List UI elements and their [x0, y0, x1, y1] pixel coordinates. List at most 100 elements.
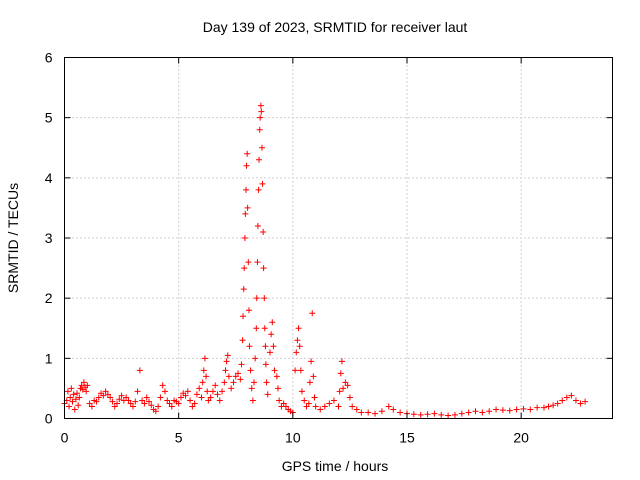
data-point: [201, 355, 208, 362]
y-axis-label: SRMTID / TECUs: [5, 183, 21, 293]
data-point: [83, 388, 90, 395]
data-point: [139, 397, 146, 404]
data-point: [293, 349, 300, 356]
data-point: [251, 379, 258, 386]
plot-frame: [64, 57, 613, 419]
data-point: [143, 394, 150, 401]
data-point: [527, 406, 534, 413]
data-point: [247, 367, 254, 374]
data-point: [100, 392, 107, 399]
y-tick-label: 4: [45, 170, 53, 186]
data-point: [111, 403, 118, 410]
data-point: [109, 398, 116, 405]
data-point: [301, 397, 308, 404]
x-tick-label: 15: [399, 430, 415, 446]
data-point: [182, 392, 189, 399]
data-point: [134, 388, 141, 395]
y-tick-label: 0: [45, 411, 53, 427]
data-point: [499, 407, 506, 414]
data-point: [254, 222, 261, 229]
data-point: [238, 361, 245, 368]
data-point: [237, 376, 244, 383]
data-point: [244, 150, 251, 157]
data-point: [80, 379, 87, 386]
data-point: [431, 410, 438, 417]
data-point: [152, 408, 159, 415]
data-point: [506, 407, 513, 414]
x-tick-label: 20: [513, 430, 529, 446]
data-point: [242, 210, 249, 217]
data-point: [563, 394, 570, 401]
data-point: [199, 379, 206, 386]
data-point: [372, 410, 379, 417]
data-point: [212, 382, 219, 389]
data-point: [259, 144, 266, 151]
data-point: [353, 406, 360, 413]
data-point: [312, 403, 319, 410]
data-point: [298, 388, 305, 395]
data-point: [280, 400, 287, 407]
data-point: [479, 409, 486, 416]
data-point: [66, 403, 73, 410]
data-point: [554, 400, 561, 407]
data-point: [261, 325, 268, 332]
data-point: [294, 337, 301, 344]
data-point: [191, 400, 198, 407]
data-point: [200, 367, 207, 374]
data-point: [259, 180, 266, 187]
data-point: [68, 385, 75, 392]
data-point: [243, 186, 250, 193]
data-point: [410, 411, 417, 418]
data-point: [257, 102, 264, 109]
data-point: [127, 400, 134, 407]
data-point: [93, 398, 100, 405]
data-point: [249, 397, 256, 404]
data-point: [107, 394, 114, 401]
data-point: [263, 379, 270, 386]
x-tick-label: 10: [285, 430, 301, 446]
data-point: [577, 400, 584, 407]
chart-title: Day 139 of 2023, SRMTID for receiver lau…: [203, 19, 468, 35]
data-point: [222, 367, 229, 374]
data-point: [175, 400, 182, 407]
data-point: [465, 409, 472, 416]
data-point: [235, 370, 242, 377]
data-point: [493, 406, 500, 413]
y-tick-label: 6: [45, 50, 53, 66]
data-point: [228, 385, 235, 392]
data-point: [209, 388, 216, 395]
data-point: [417, 411, 424, 418]
y-tick-label: 5: [45, 110, 53, 126]
data-point: [344, 382, 351, 389]
data-point: [136, 367, 143, 374]
data-point: [132, 398, 139, 405]
data-point: [340, 385, 347, 392]
data-points: [61, 102, 589, 419]
grid: [64, 57, 613, 419]
data-point: [385, 403, 392, 410]
data-point: [257, 114, 264, 121]
data-point: [520, 405, 527, 412]
data-point: [114, 400, 121, 407]
data-point: [130, 403, 136, 410]
data-point: [203, 373, 210, 380]
data-point: [268, 331, 275, 338]
data-point: [274, 385, 281, 392]
data-point: [224, 352, 231, 359]
data-point: [214, 391, 221, 398]
data-point: [336, 388, 343, 395]
data-point: [582, 398, 589, 405]
data-point: [157, 394, 164, 401]
data-point: [196, 385, 203, 392]
data-point: [335, 403, 342, 410]
data-point: [67, 394, 74, 401]
data-point: [125, 397, 132, 404]
data-point: [145, 398, 152, 405]
data-point: [349, 403, 356, 410]
data-point: [252, 355, 259, 362]
data-point: [141, 400, 148, 407]
data-point: [155, 403, 162, 410]
data-point: [297, 367, 304, 374]
data-point: [72, 396, 79, 403]
data-point: [317, 406, 324, 413]
